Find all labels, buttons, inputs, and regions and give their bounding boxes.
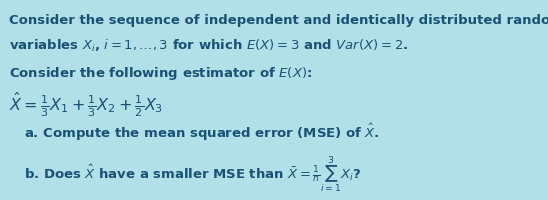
Text: b. Does $\hat{X}$ have a smaller MSE than $\bar{X} = \frac{1}{n}\sum_{i=1}^{3} X: b. Does $\hat{X}$ have a smaller MSE tha… xyxy=(24,154,361,195)
Text: a. Compute the mean squared error (MSE) of $\hat{X}$.: a. Compute the mean squared error (MSE) … xyxy=(24,121,379,143)
Text: $\hat{X} = \frac{1}{3}X_1 + \frac{1}{3}X_2 + \frac{1}{2}X_3$: $\hat{X} = \frac{1}{3}X_1 + \frac{1}{3}X… xyxy=(9,91,163,119)
Text: Consider the following estimator of $E(X)$:: Consider the following estimator of $E(X… xyxy=(9,65,312,82)
Text: variables $X_i$, $i = 1, \ldots, 3$ for which $E(X) = 3$ and $Var(X) = 2$.: variables $X_i$, $i = 1, \ldots, 3$ for … xyxy=(9,37,408,54)
Text: Consider the sequence of independent and identically distributed random: Consider the sequence of independent and… xyxy=(9,14,548,27)
